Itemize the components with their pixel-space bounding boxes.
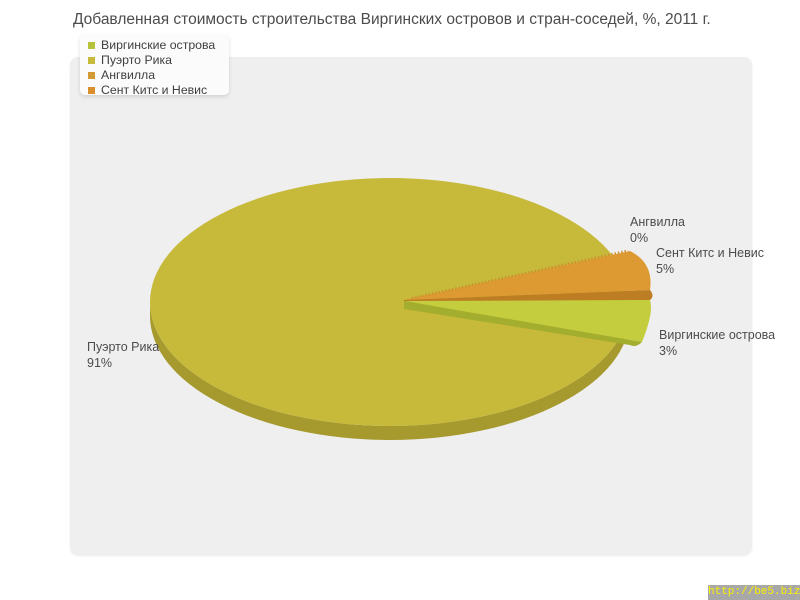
svg-text:Пуэрто Рика: Пуэрто Рика (87, 340, 159, 354)
svg-text:Ангвилла: Ангвилла (630, 215, 685, 229)
svg-text:Виргинские острова: Виргинские острова (659, 328, 775, 342)
svg-text:3%: 3% (659, 344, 677, 358)
svg-text:5%: 5% (656, 262, 674, 276)
svg-text:0%: 0% (630, 231, 648, 245)
svg-text:Сент Китс и Невис: Сент Китс и Невис (656, 246, 764, 260)
svg-text:91%: 91% (87, 356, 112, 370)
